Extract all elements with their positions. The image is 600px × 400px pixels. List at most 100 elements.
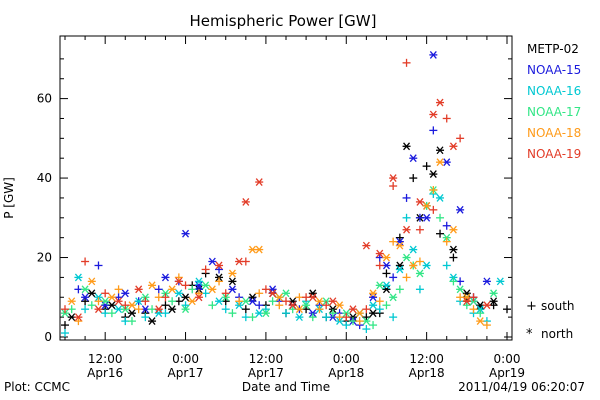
north-point-stroke: [148, 317, 156, 326]
north-point-stroke: [242, 297, 250, 306]
north-point: [168, 285, 177, 294]
legend-entry: NOAA-16: [527, 84, 581, 98]
south-point: [469, 293, 478, 302]
north-point-stroke: [148, 281, 156, 290]
north-point: [67, 297, 76, 306]
north-point: [362, 241, 371, 250]
north-point-stroke: [403, 142, 411, 151]
north-point: [449, 142, 458, 151]
north-point-stroke: [416, 197, 424, 206]
south-point: [215, 265, 224, 274]
north-point-stroke: [195, 293, 203, 302]
south-point: [275, 301, 284, 310]
south-point: [362, 325, 371, 334]
north-point-stroke: [382, 281, 390, 290]
chart-title: Hemispheric Power [GW]: [190, 12, 377, 30]
north-point-stroke: [208, 285, 216, 294]
north-point-stroke: [135, 285, 143, 294]
north-point: [429, 110, 438, 119]
north-point: [282, 289, 290, 298]
north-point-stroke: [101, 297, 109, 306]
south-point: [74, 285, 83, 294]
south-point: [402, 58, 411, 67]
north-point: [395, 241, 404, 250]
north-point: [348, 305, 357, 314]
north-point-stroke: [409, 261, 417, 270]
south-point: [67, 305, 76, 314]
north-point-stroke: [490, 289, 498, 298]
north-point-stroke: [362, 241, 370, 250]
north-point: [194, 277, 203, 286]
south-point: [362, 313, 371, 322]
y-tick-label: 20: [37, 251, 52, 265]
south-point: [382, 269, 391, 278]
south-point: [415, 225, 424, 234]
north-point: [114, 297, 123, 306]
north-point: [228, 285, 237, 294]
north-point-stroke: [249, 245, 257, 254]
y-axis: 0 20 40 60: [37, 58, 512, 344]
north-point: [369, 293, 378, 302]
south-point: [429, 205, 438, 214]
north-point: [174, 277, 183, 286]
south-point: [342, 321, 351, 330]
north-point: [181, 305, 190, 314]
north-point-stroke: [68, 297, 76, 306]
south-point: [235, 297, 244, 306]
x-axis: 12:00Apr160:00Apr1712:00Apr170:00Apr1812…: [64, 36, 525, 380]
north-point: [188, 297, 197, 306]
north-point-stroke: [182, 293, 190, 302]
north-point: [315, 297, 324, 306]
south-point: [342, 313, 351, 322]
north-point-stroke: [490, 297, 498, 306]
x-tick-label-date: Apr18: [409, 366, 445, 380]
north-point: [369, 309, 378, 318]
south-point: [134, 305, 143, 314]
north-point-stroke: [81, 285, 89, 294]
north-point-stroke: [155, 305, 163, 314]
north-point-stroke: [423, 261, 431, 270]
north-point-stroke: [202, 281, 210, 290]
south-point: [389, 313, 398, 322]
south-point: [241, 257, 250, 266]
south-point: [154, 293, 163, 302]
north-point-stroke: [175, 289, 183, 298]
north-point: [268, 289, 277, 298]
north-point-stroke: [356, 309, 364, 318]
north-point: [81, 285, 90, 294]
legend-entry: NOAA-19: [527, 147, 581, 161]
north-point-stroke: [409, 245, 417, 254]
south-point: [282, 297, 290, 306]
north-point-stroke: [396, 265, 404, 274]
north-point-stroke: [295, 305, 303, 314]
south-point: [114, 285, 123, 294]
south-point: [241, 305, 250, 314]
north-point-stroke: [228, 277, 236, 286]
south-point: [442, 237, 451, 246]
south-point: [389, 237, 398, 246]
south-point: [174, 273, 183, 282]
x-tick-label-date: Apr17: [168, 366, 204, 380]
north-point-stroke: [228, 269, 236, 278]
north-point: [74, 313, 83, 322]
south-point: [409, 174, 418, 183]
south-point: [241, 313, 250, 322]
north-point: [302, 301, 311, 310]
north-point-stroke: [369, 309, 377, 318]
north-point: [181, 293, 190, 302]
north-point-stroke: [463, 297, 471, 306]
north-point-stroke: [168, 285, 176, 294]
north-point-stroke: [115, 297, 123, 306]
south-point: [362, 305, 371, 314]
north-point-stroke: [269, 289, 277, 298]
north-point: [107, 293, 116, 302]
marker-legend-symbol: *: [526, 327, 533, 342]
south-point: [348, 317, 357, 326]
north-point-stroke: [121, 289, 129, 298]
south-point: [194, 289, 203, 298]
north-point-stroke: [68, 313, 76, 322]
north-point-stroke: [235, 257, 243, 266]
north-point: [436, 158, 445, 167]
south-point: [141, 313, 150, 322]
